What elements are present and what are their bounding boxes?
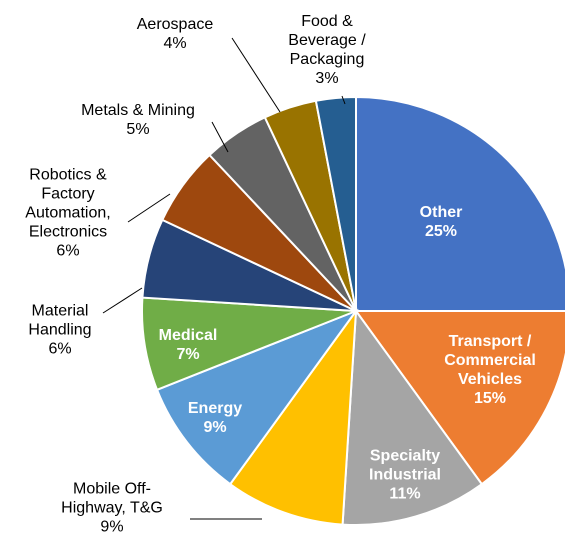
category-label: Transport / Commercial Vehicles: [444, 333, 536, 388]
category-label: Medical: [158, 327, 218, 344]
leader-line: [341, 95, 346, 105]
category-label: Mobile Off- Highway, T&G: [61, 480, 163, 517]
slice-label: Specialty Industrial 11%: [369, 447, 441, 504]
slice-label: Transport / Commercial Vehicles 15%: [444, 332, 536, 408]
value-label: 25%: [424, 223, 458, 240]
slice-label: Mobile Off- Highway, T&G 9%: [61, 480, 163, 537]
slice-label: Other 25%: [420, 203, 463, 241]
category-label: Specialty Industrial: [368, 447, 442, 484]
value-label: 9%: [100, 518, 124, 536]
leader-line: [127, 193, 171, 223]
pie-slice: [355, 95, 565, 312]
slice-label: Metals & Mining 5%: [81, 101, 195, 139]
pie-slice: [155, 308, 359, 486]
slice-label: Aerospace 4%: [137, 15, 214, 53]
category-label: Food & Beverage / Packaging: [288, 13, 366, 68]
leader-line: [102, 287, 143, 314]
pie-slice: [354, 310, 565, 486]
slice-label: Robotics & Factory Automation, Electroni…: [25, 166, 110, 261]
category-label: Material Handling: [28, 302, 92, 339]
value-label: 11%: [389, 485, 421, 503]
value-label: 3%: [315, 70, 339, 87]
category-label: Energy: [187, 400, 243, 417]
value-label: 15%: [473, 390, 507, 407]
leader-line: [211, 121, 229, 153]
slice-label: Food & Beverage / Packaging 3%: [288, 12, 365, 88]
value-label: 6%: [48, 340, 72, 358]
value-label: 7%: [176, 346, 200, 363]
value-label: 6%: [56, 242, 80, 260]
pie-slice: [341, 308, 484, 526]
pie-slice: [228, 307, 358, 526]
slice-label: Medical 7%: [159, 326, 218, 364]
category-label: Aerospace: [136, 16, 214, 33]
slice-label: Energy 9%: [188, 399, 242, 437]
value-label: 9%: [203, 419, 227, 436]
category-label: Robotics & Factory Automation, Electroni…: [25, 166, 111, 241]
slice-label: Material Handling 6%: [28, 302, 91, 359]
pie-slice: [314, 95, 357, 312]
category-label: Other: [419, 204, 463, 221]
value-label: 4%: [163, 35, 187, 52]
value-label: 5%: [126, 121, 150, 138]
category-label: Metals & Mining: [81, 102, 195, 119]
leader-line: [231, 37, 281, 113]
